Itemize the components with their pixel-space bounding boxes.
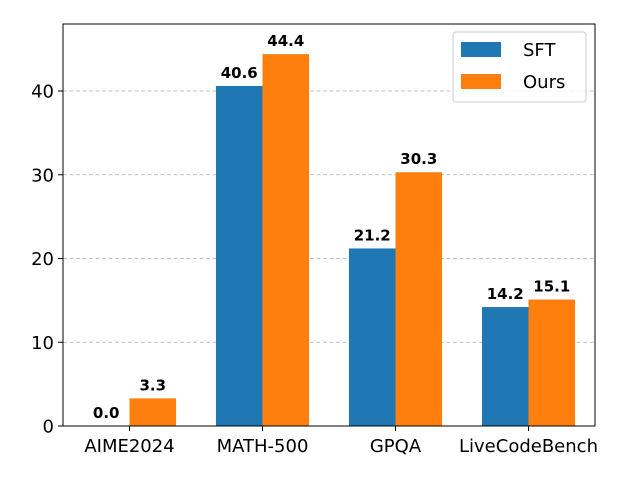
bars xyxy=(129,54,576,427)
bar-sft-math-500 xyxy=(215,85,263,426)
value-label-sft-livecodebench: 14.2 xyxy=(487,285,524,303)
legend-swatch-ours xyxy=(461,74,501,89)
legend-label-ours: Ours xyxy=(523,72,565,93)
x-tick-label-math-500: MATH-500 xyxy=(217,436,309,457)
value-label-ours-math-500: 44.4 xyxy=(267,32,304,50)
value-label-sft-gpqa: 21.2 xyxy=(354,226,391,244)
x-tick-label-gpqa: GPQA xyxy=(370,436,422,457)
grid-lines xyxy=(63,90,595,343)
bar-sft-gpqa xyxy=(348,248,396,426)
y-tick-label-20: 20 xyxy=(31,249,54,270)
y-tick-label-30: 30 xyxy=(31,165,54,186)
y-tick-label-40: 40 xyxy=(31,82,54,103)
legend-label-sft: SFT xyxy=(523,40,556,61)
x-tick-label-aime2024: AIME2024 xyxy=(84,436,174,457)
legend-swatch-sft xyxy=(461,42,501,57)
legend: SFT Ours xyxy=(452,31,587,103)
x-axis: AIME2024 MATH-500 GPQA LiveCodeBench xyxy=(84,426,598,457)
y-tick-label-10: 10 xyxy=(31,333,54,354)
value-label-sft-math-500: 40.6 xyxy=(221,64,258,82)
value-label-ours-aime2024: 3.3 xyxy=(139,376,166,394)
bar-ours-gpqa xyxy=(395,172,443,426)
bar-ours-aime2024 xyxy=(129,398,177,426)
bar-ours-livecodebench xyxy=(528,299,576,426)
y-tick-label-0: 0 xyxy=(43,417,54,438)
value-label-ours-gpqa: 30.3 xyxy=(400,150,437,168)
bar-sft-livecodebench xyxy=(481,307,529,426)
y-axis: 0 10 20 30 40 xyxy=(31,82,63,438)
value-label-sft-aime2024: 0.0 xyxy=(93,404,120,422)
bar-ours-math-500 xyxy=(262,54,310,427)
x-tick-label-livecodebench: LiveCodeBench xyxy=(459,436,598,457)
value-label-ours-livecodebench: 15.1 xyxy=(533,278,570,296)
plot-frame xyxy=(62,23,596,427)
value-labels: 0.0 3.3 40.6 44.4 21.2 30.3 14.2 15.1 xyxy=(93,32,570,422)
